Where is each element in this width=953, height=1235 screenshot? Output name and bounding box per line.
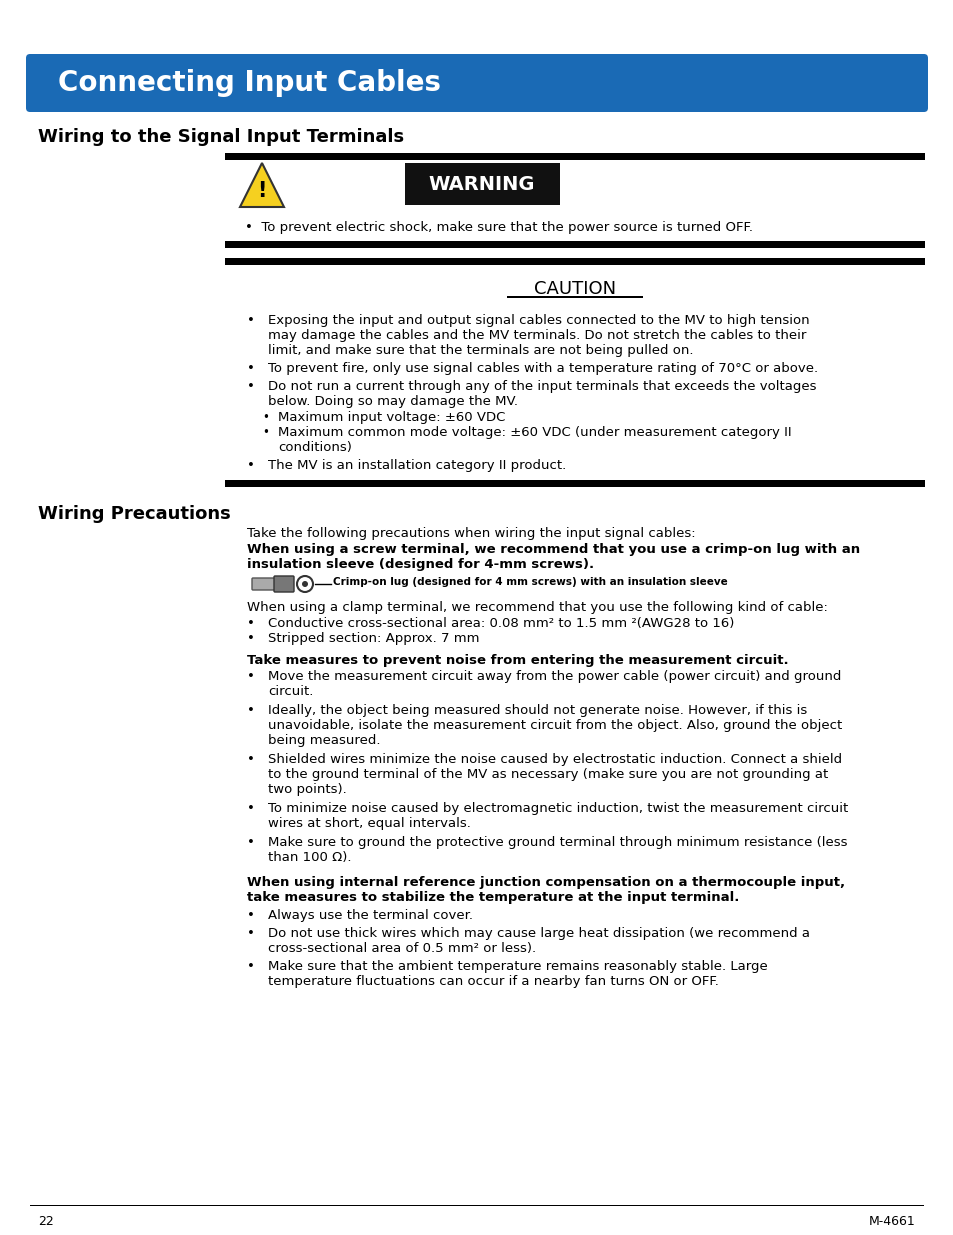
- Text: To minimize noise caused by electromagnetic induction, twist the measurement cir: To minimize noise caused by electromagne…: [268, 802, 847, 815]
- Text: may damage the cables and the MV terminals. Do not stretch the cables to their: may damage the cables and the MV termina…: [268, 329, 805, 342]
- Text: •: •: [247, 960, 254, 973]
- Text: Exposing the input and output signal cables connected to the MV to high tension: Exposing the input and output signal cab…: [268, 314, 809, 327]
- FancyBboxPatch shape: [26, 54, 927, 112]
- Text: Take the following precautions when wiring the input signal cables:: Take the following precautions when wiri…: [247, 527, 695, 540]
- Text: Shielded wires minimize the noise caused by electrostatic induction. Connect a s: Shielded wires minimize the noise caused…: [268, 753, 841, 766]
- Text: Conductive cross-sectional area: 0.08 mm² to 1.5 mm ²(AWG28 to 16): Conductive cross-sectional area: 0.08 mm…: [268, 618, 734, 630]
- Text: WARNING: WARNING: [428, 174, 535, 194]
- Text: •: •: [247, 632, 254, 645]
- Text: •: •: [247, 753, 254, 766]
- Text: M-4661: M-4661: [868, 1215, 915, 1228]
- Bar: [225, 480, 924, 487]
- Text: Maximum input voltage: ±60 VDC: Maximum input voltage: ±60 VDC: [277, 411, 505, 424]
- Text: cross-sectional area of 0.5 mm² or less).: cross-sectional area of 0.5 mm² or less)…: [268, 942, 536, 955]
- Text: insulation sleeve (designed for 4-mm screws).: insulation sleeve (designed for 4-mm scr…: [247, 558, 594, 571]
- Bar: [405, 163, 559, 205]
- Text: Ideally, the object being measured should not generate noise. However, if this i: Ideally, the object being measured shoul…: [268, 704, 806, 718]
- Text: being measured.: being measured.: [268, 734, 380, 747]
- Text: take measures to stabilize the temperature at the input terminal.: take measures to stabilize the temperatu…: [247, 890, 739, 904]
- Bar: [225, 153, 924, 161]
- Text: Make sure that the ambient temperature remains reasonably stable. Large: Make sure that the ambient temperature r…: [268, 960, 767, 973]
- Text: !: !: [257, 182, 267, 201]
- Text: •: •: [247, 802, 254, 815]
- FancyBboxPatch shape: [274, 576, 294, 592]
- Bar: [225, 241, 924, 248]
- Text: limit, and make sure that the terminals are not being pulled on.: limit, and make sure that the terminals …: [268, 345, 693, 357]
- Text: temperature fluctuations can occur if a nearby fan turns ON or OFF.: temperature fluctuations can occur if a …: [268, 974, 719, 988]
- Text: Always use the terminal cover.: Always use the terminal cover.: [268, 909, 473, 923]
- Text: wires at short, equal intervals.: wires at short, equal intervals.: [268, 818, 471, 830]
- Text: When using a screw terminal, we recommend that you use a crimp-on lug with an: When using a screw terminal, we recommen…: [247, 543, 860, 556]
- Text: unavoidable, isolate the measurement circuit from the object. Also, ground the o: unavoidable, isolate the measurement cir…: [268, 719, 841, 732]
- Text: •  To prevent electric shock, make sure that the power source is turned OFF.: • To prevent electric shock, make sure t…: [245, 221, 752, 233]
- Text: Do not use thick wires which may cause large heat dissipation (we recommend a: Do not use thick wires which may cause l…: [268, 927, 809, 940]
- Text: conditions): conditions): [277, 441, 352, 454]
- Text: 22: 22: [38, 1215, 53, 1228]
- Text: Connecting Input Cables: Connecting Input Cables: [58, 69, 440, 98]
- Text: •: •: [247, 459, 254, 472]
- Text: below. Doing so may damage the MV.: below. Doing so may damage the MV.: [268, 395, 517, 408]
- Text: to the ground terminal of the MV as necessary (make sure you are not grounding a: to the ground terminal of the MV as nece…: [268, 768, 827, 781]
- Text: Do not run a current through any of the input terminals that exceeds the voltage: Do not run a current through any of the …: [268, 380, 816, 393]
- Text: •: •: [262, 426, 269, 438]
- Text: •: •: [247, 909, 254, 923]
- Text: •: •: [247, 314, 254, 327]
- Text: than 100 Ω).: than 100 Ω).: [268, 851, 351, 864]
- Bar: [225, 258, 924, 266]
- Text: Move the measurement circuit away from the power cable (power circuit) and groun: Move the measurement circuit away from t…: [268, 671, 841, 683]
- Text: CAUTION: CAUTION: [534, 280, 616, 298]
- Text: Take measures to prevent noise from entering the measurement circuit.: Take measures to prevent noise from ente…: [247, 655, 788, 667]
- FancyBboxPatch shape: [252, 578, 275, 590]
- Text: Maximum common mode voltage: ±60 VDC (under measurement category II: Maximum common mode voltage: ±60 VDC (un…: [277, 426, 791, 438]
- Text: Crimp-on lug (designed for 4 mm screws) with an insulation sleeve: Crimp-on lug (designed for 4 mm screws) …: [333, 577, 727, 587]
- Text: Wiring to the Signal Input Terminals: Wiring to the Signal Input Terminals: [38, 128, 404, 146]
- Text: •: •: [247, 380, 254, 393]
- Text: When using a clamp terminal, we recommend that you use the following kind of cab: When using a clamp terminal, we recommen…: [247, 601, 827, 614]
- Bar: [506, 296, 642, 298]
- Polygon shape: [240, 163, 284, 207]
- Text: circuit.: circuit.: [268, 685, 313, 698]
- Text: Wiring Precautions: Wiring Precautions: [38, 505, 231, 522]
- Text: To prevent fire, only use signal cables with a temperature rating of 70°C or abo: To prevent fire, only use signal cables …: [268, 362, 818, 375]
- Text: •: •: [247, 927, 254, 940]
- Text: •: •: [247, 836, 254, 848]
- Text: •: •: [247, 704, 254, 718]
- Circle shape: [302, 580, 308, 587]
- Text: two points).: two points).: [268, 783, 346, 797]
- Text: •: •: [247, 618, 254, 630]
- Text: •: •: [247, 362, 254, 375]
- Text: The MV is an installation category II product.: The MV is an installation category II pr…: [268, 459, 566, 472]
- Text: Make sure to ground the protective ground terminal through minimum resistance (l: Make sure to ground the protective groun…: [268, 836, 846, 848]
- Text: When using internal reference junction compensation on a thermocouple input,: When using internal reference junction c…: [247, 876, 844, 889]
- Text: Stripped section: Approx. 7 mm: Stripped section: Approx. 7 mm: [268, 632, 479, 645]
- Text: •: •: [262, 411, 269, 424]
- Text: •: •: [247, 671, 254, 683]
